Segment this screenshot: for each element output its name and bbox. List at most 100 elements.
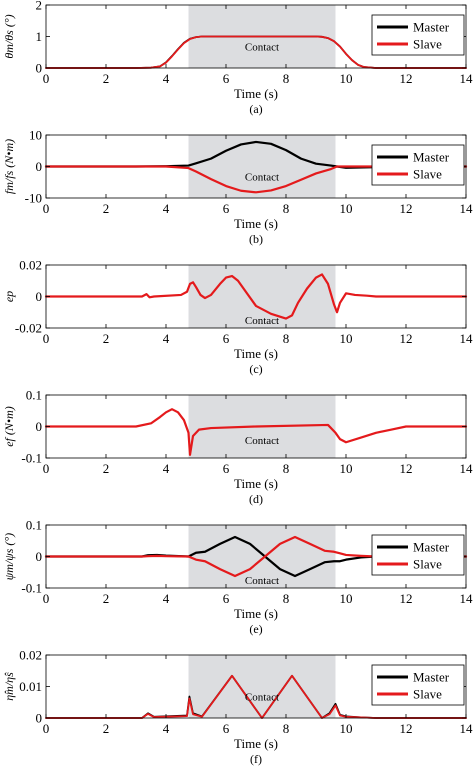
x-tick-label: 0 (43, 201, 50, 216)
x-tick-label: 12 (400, 591, 413, 606)
x-tick-label: 14 (460, 721, 474, 736)
x-axis-label: Time (s) (234, 216, 278, 231)
x-tick-label: 10 (340, 721, 353, 736)
x-tick-label: 12 (400, 331, 413, 346)
x-tick-label: 2 (103, 591, 110, 606)
x-tick-label: 0 (43, 721, 50, 736)
y-tick-label: 0.02 (19, 648, 42, 663)
panel-caption: (c) (249, 362, 262, 376)
legend-label-master: Master (413, 670, 450, 685)
legend-label-master: Master (413, 20, 450, 35)
x-tick-label: 4 (163, 201, 170, 216)
contact-label: Contact (245, 691, 279, 703)
panel-caption: (a) (249, 102, 262, 116)
y-tick-label: 0.02 (19, 258, 42, 273)
x-tick-label: 14 (460, 71, 474, 86)
x-tick-label: 14 (460, 591, 474, 606)
x-tick-label: 2 (103, 71, 110, 86)
series-line-ef (44, 408, 468, 456)
x-tick-label: 12 (400, 721, 413, 736)
y-axis-label: fm/fs (N•m) (2, 139, 16, 194)
legend: Master Slave (371, 14, 465, 56)
x-tick-label: 4 (163, 71, 170, 86)
contact-label: Contact (245, 435, 279, 447)
contact-label: Contact (245, 41, 279, 53)
x-tick-label: 10 (340, 331, 353, 346)
y-axis-label: ef (N•m) (2, 406, 16, 447)
x-tick-label: 14 (460, 331, 474, 346)
x-tick-label: 12 (400, 201, 413, 216)
legend: Master Slave (371, 664, 465, 706)
legend-label-master: Master (413, 150, 450, 165)
legend-box (371, 534, 465, 576)
panel-f: Contact 0 2 4 6 8 10 12 14 0 0.01 0.02 Time (s)(f) η̂… (2, 648, 473, 767)
legend-label-slave: Slave (413, 37, 442, 52)
series-line-slave (44, 535, 468, 578)
legend-label-master: Master (413, 540, 450, 555)
y-axis-label: η̂m/η̂s (2, 672, 16, 701)
y-tick-label: -10 (25, 191, 42, 206)
legend-box (371, 664, 465, 706)
y-tick-label: 0 (36, 711, 43, 726)
legend-label-slave: Slave (413, 557, 442, 572)
x-axis-label: Time (s) (234, 476, 278, 491)
contact-region (188, 525, 336, 588)
y-tick-label: -0.1 (21, 581, 42, 596)
x-tick-label: 8 (283, 331, 290, 346)
x-tick-label: 8 (283, 461, 290, 476)
x-tick-label: 0 (43, 331, 50, 346)
series-line-slave (44, 165, 468, 194)
x-tick-label: 12 (400, 461, 413, 476)
series-line-slave (45, 35, 467, 69)
legend-label-slave: Slave (413, 687, 442, 702)
x-tick-label: 4 (163, 721, 170, 736)
x-axis-label: Time (s) (234, 606, 278, 621)
x-tick-label: 8 (283, 71, 290, 86)
y-tick-label: 0 (36, 159, 43, 174)
x-tick-label: 0 (43, 71, 50, 86)
y-tick-label: -0.1 (21, 451, 42, 466)
x-tick-label: 6 (223, 201, 230, 216)
x-tick-label: 2 (103, 721, 110, 736)
x-tick-label: 4 (163, 331, 170, 346)
legend: Master Slave (371, 144, 465, 186)
x-tick-label: 8 (283, 591, 290, 606)
y-tick-label: 0.01 (19, 679, 42, 694)
x-tick-label: 6 (223, 721, 230, 736)
x-tick-label: 0 (43, 591, 50, 606)
y-tick-label: 0 (36, 549, 43, 564)
x-tick-label: 12 (400, 71, 413, 86)
legend: Master Slave (371, 534, 465, 576)
panel-caption: (d) (249, 492, 263, 506)
x-axis-label: Time (s) (234, 86, 278, 101)
panel-caption: (f) (250, 752, 262, 766)
y-tick-label: 0 (36, 419, 43, 434)
series-line-ep (44, 273, 468, 320)
legend-label-slave: Slave (413, 167, 442, 182)
x-tick-label: 10 (340, 71, 353, 86)
x-tick-label: 10 (340, 461, 353, 476)
x-tick-label: 6 (223, 591, 230, 606)
x-axis-label: Time (s) (234, 736, 278, 751)
y-tick-label: 1 (36, 29, 43, 44)
x-axis-label: Time (s) (234, 346, 278, 361)
y-tick-label: 2 (36, 0, 43, 13)
panel-caption: (e) (249, 622, 262, 636)
x-tick-label: 6 (223, 331, 230, 346)
contact-region (188, 655, 336, 718)
x-tick-label: 14 (460, 201, 474, 216)
y-tick-label: 0 (36, 289, 43, 304)
contact-region (188, 135, 336, 198)
x-tick-label: 6 (223, 71, 230, 86)
x-tick-label: 14 (460, 461, 474, 476)
contact-label: Contact (245, 315, 279, 327)
contact-label: Contact (245, 171, 279, 183)
y-tick-label: 0.1 (26, 388, 42, 403)
x-tick-label: 2 (103, 201, 110, 216)
